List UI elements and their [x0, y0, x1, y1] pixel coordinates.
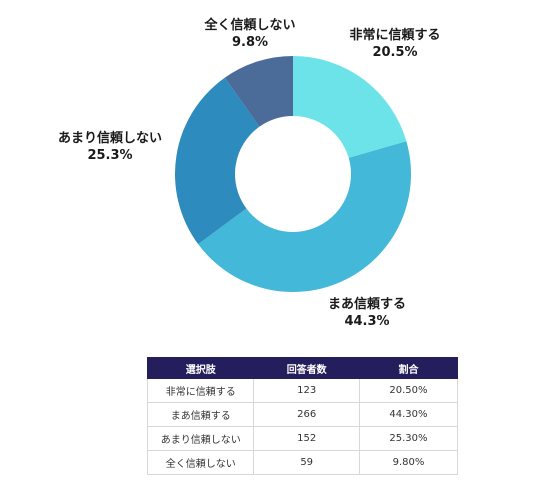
slice-somewhat-trust	[198, 141, 411, 292]
slice-label-somewhat-trust: まあ信頼する 44.3%	[312, 296, 422, 330]
cell-choice: あまり信頼しない	[146, 426, 255, 451]
slice-label-not-much-trust: あまり信頼しない 25.3%	[40, 130, 180, 164]
slice-label-value: 9.8%	[231, 35, 269, 50]
cell-ratio: 44.30%	[358, 402, 459, 427]
slice-label-no-trust: 全く信頼しない 9.8%	[185, 17, 315, 51]
slice-label-name: あまり信頼しない	[57, 131, 162, 146]
cell-count: 266	[253, 402, 360, 427]
donut-chart-svg	[174, 56, 411, 292]
table-row: あまり信頼しない 152 25.30%	[146, 426, 459, 451]
header-choice: 選択肢	[146, 357, 255, 379]
table-row: 全く信頼しない 59 9.80%	[146, 450, 459, 475]
cell-count: 59	[253, 450, 360, 475]
cell-ratio: 25.30%	[358, 426, 459, 451]
cell-count: 123	[253, 378, 360, 403]
cell-choice: 全く信頼しない	[146, 450, 255, 475]
slice-label-name: 非常に信頼する	[349, 28, 441, 43]
cell-ratio: 9.80%	[358, 450, 459, 475]
cell-count: 152	[253, 426, 360, 451]
results-table: 選択肢 回答者数 割合 非常に信頼する 123 20.50% まあ信頼する 26…	[146, 357, 459, 475]
slice-label-very-trust: 非常に信頼する 20.5%	[330, 27, 460, 61]
slice-not-much-trust	[174, 77, 260, 245]
donut-chart: 非常に信頼する 20.5% まあ信頼する 44.3% あまり信頼しない 25.3…	[40, 17, 460, 330]
slice-no-trust	[224, 56, 293, 127]
cell-ratio: 20.50%	[358, 378, 459, 403]
slice-label-value: 44.3%	[344, 314, 390, 329]
cell-choice: まあ信頼する	[146, 402, 255, 427]
table-row: まあ信頼する 266 44.30%	[146, 402, 459, 427]
cell-choice: 非常に信頼する	[146, 378, 255, 403]
table-row: 非常に信頼する 123 20.50%	[146, 378, 459, 403]
slice-label-name: 全く信頼しない	[204, 18, 296, 33]
header-count: 回答者数	[253, 357, 360, 379]
table-header-row: 選択肢 回答者数 割合	[146, 357, 459, 379]
slice-label-value: 20.5%	[372, 45, 418, 60]
slice-very-trust	[293, 56, 407, 158]
slice-label-name: まあ信頼する	[327, 297, 406, 312]
header-ratio: 割合	[358, 357, 459, 379]
slice-label-value: 25.3%	[87, 148, 133, 163]
